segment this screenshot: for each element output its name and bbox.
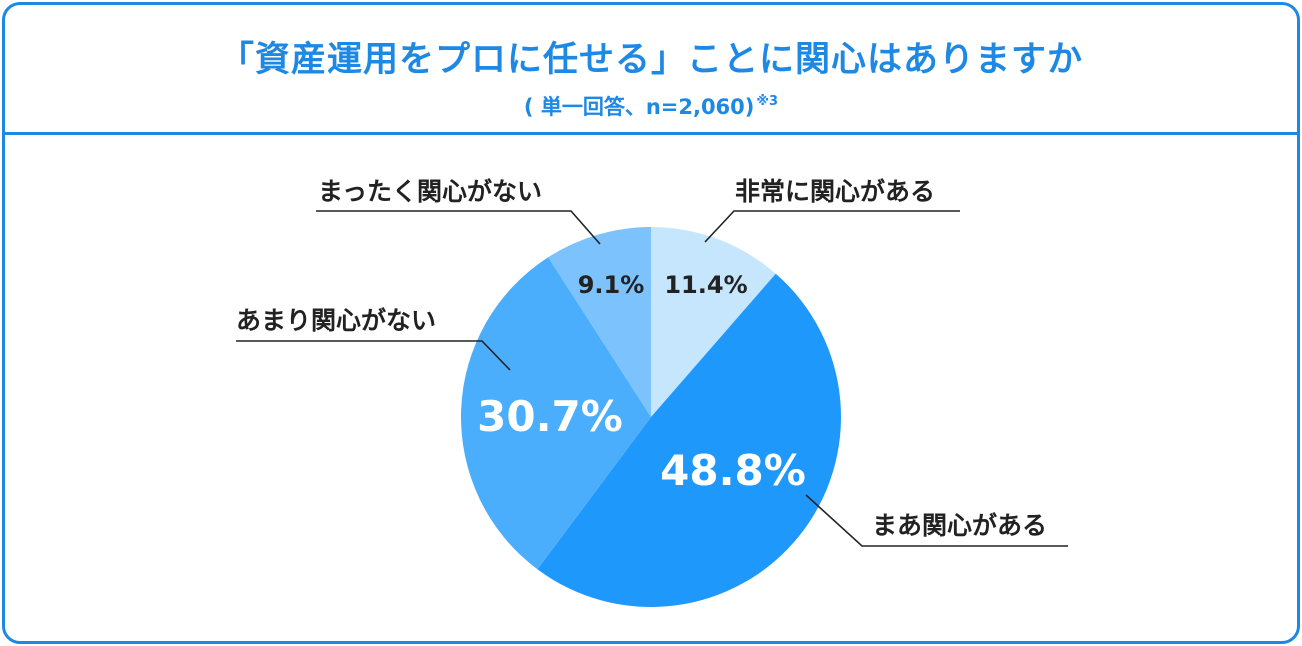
slice-very-interested: [651, 227, 776, 417]
value-very-interested: 11.4%: [664, 271, 747, 299]
value-not-very-interested: 30.7%: [477, 392, 623, 441]
slice-somewhat-interested: [537, 273, 842, 608]
leader-line-very-interested: [704, 210, 960, 243]
leader-line-not-very-interested: [236, 340, 511, 371]
leader-line-somewhat-interested: [805, 494, 1068, 547]
chart-title: 「資産運用をプロに任せる」ことに関心はありますか: [218, 40, 1083, 80]
value-not-at-all-interested: 9.1%: [578, 271, 645, 299]
label-very-interested: 非常に関心がある: [735, 177, 935, 206]
chart-header: 「資産運用をプロに任せる」ことに関心はありますか ( 単一回答、n=2,060)…: [5, 5, 1297, 135]
label-somewhat-interested: まあ関心がある: [872, 511, 1047, 540]
subtitle-text: ( 単一回答、n=2,060): [523, 95, 755, 119]
value-somewhat-interested: 48.8%: [660, 446, 806, 495]
slice-not-at-all-interested: [548, 227, 651, 417]
leader-line-not-at-all-interested: [316, 210, 601, 245]
subtitle-note: ※3: [756, 94, 779, 109]
slice-not-very-interested: [461, 257, 651, 570]
pie-slices: [461, 227, 842, 608]
chart-subtitle: ( 単一回答、n=2,060) ※3: [5, 91, 1297, 121]
label-not-very-interested: あまり関心がない: [236, 306, 436, 335]
leader-lines: [236, 210, 1068, 547]
label-not-at-all-interested: まったく関心がない: [318, 177, 542, 206]
